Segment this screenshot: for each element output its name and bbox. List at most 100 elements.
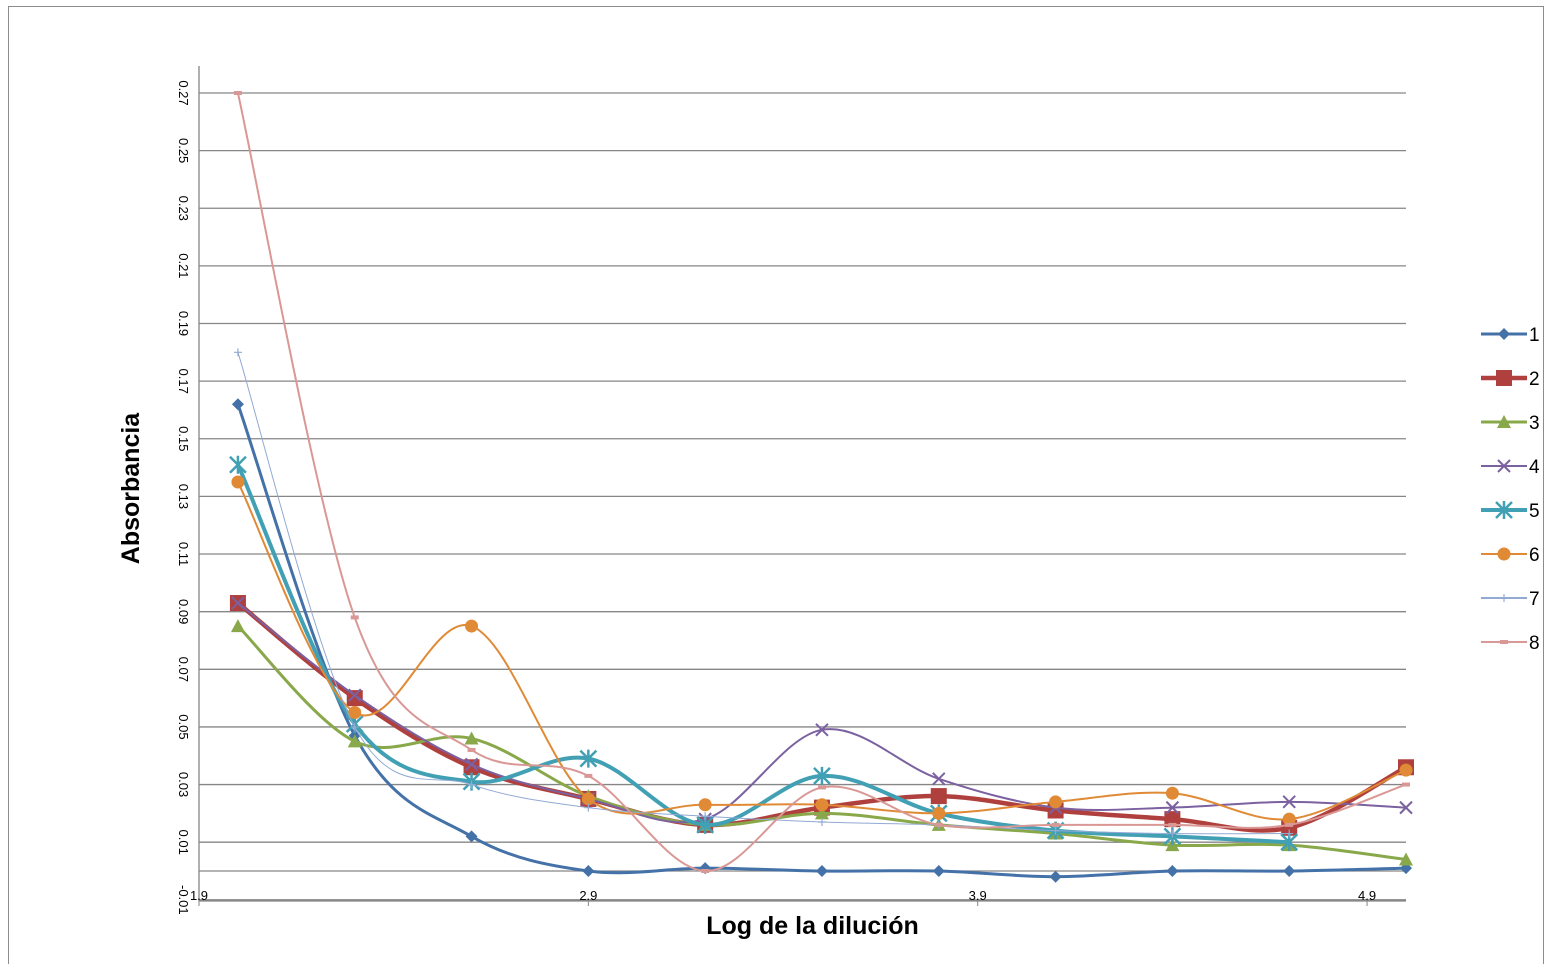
- legend-item-5: 5: [1481, 501, 1540, 522]
- data-point-4: [815, 723, 829, 737]
- x-tick-label: 3.9: [969, 888, 987, 903]
- y-tick-label: 0.19: [176, 311, 191, 336]
- legend-label: 2: [1529, 369, 1540, 390]
- data-point-6: [1282, 812, 1296, 826]
- series-line-2: [236, 601, 1408, 833]
- data-point-8: [1285, 822, 1294, 827]
- y-tick-label: 0.15: [176, 426, 191, 451]
- series-7: [233, 348, 1294, 838]
- series-5: [229, 455, 1299, 852]
- data-point-3: [230, 619, 245, 633]
- legend-label: 3: [1529, 413, 1540, 434]
- data-point-8: [701, 869, 710, 873]
- data-point-7: [1285, 829, 1294, 838]
- data-point-3: [814, 806, 829, 820]
- legend-marker: [1497, 547, 1511, 561]
- data-point-6: [231, 475, 245, 489]
- x-tick-label: 4.9: [1358, 888, 1376, 903]
- series-line-5: [236, 463, 1290, 845]
- data-point-6: [581, 792, 595, 806]
- x-tick-label: 1.9: [190, 888, 208, 903]
- data-point-7: [350, 722, 359, 731]
- data-point-5: [813, 766, 831, 785]
- data-point-1: [1283, 865, 1296, 877]
- series-line-6: [237, 481, 1407, 821]
- data-point-4: [464, 757, 479, 772]
- legend-item-6: 6: [1481, 545, 1540, 566]
- series-1: [231, 398, 1412, 883]
- data-point-4: [1282, 795, 1296, 809]
- y-axis-title: Absorbancia: [117, 412, 145, 565]
- y-tick-label: 0.17: [176, 368, 191, 393]
- data-point-6: [698, 798, 712, 812]
- data-point-1: [932, 865, 945, 877]
- data-point-1: [231, 398, 244, 411]
- data-point-4: [1399, 800, 1413, 815]
- series-6: [231, 475, 1413, 826]
- y-tick-label: -0.01: [176, 885, 191, 915]
- data-point-5: [229, 455, 247, 474]
- data-point-1: [1049, 870, 1062, 883]
- legend-item-4: 4: [1481, 457, 1540, 478]
- legend-item-3: 3: [1481, 413, 1540, 434]
- data-point-7: [1168, 829, 1177, 838]
- data-point-6: [348, 706, 362, 720]
- y-tick-label: 0.09: [176, 599, 191, 624]
- data-point-7: [817, 818, 826, 827]
- data-point-2: [930, 788, 947, 805]
- data-point-7: [584, 803, 593, 812]
- data-point-6: [1049, 795, 1063, 809]
- legend-label: 1: [1529, 325, 1540, 346]
- data-point-1: [465, 830, 478, 843]
- data-point-3: [347, 734, 362, 748]
- data-point-8: [934, 822, 943, 827]
- data-point-6: [815, 798, 829, 812]
- data-point-4: [348, 688, 362, 702]
- legend-marker: [1500, 640, 1508, 644]
- data-point-7: [233, 348, 242, 357]
- series-8: [233, 91, 1410, 873]
- legend-marker: [1495, 501, 1513, 519]
- legend-item-7: 7: [1481, 589, 1540, 610]
- data-point-8: [350, 615, 359, 620]
- data-point-8: [584, 773, 593, 778]
- legend-label: 8: [1529, 633, 1540, 654]
- legend-marker: [1497, 415, 1511, 428]
- y-tick-label: 0.03: [176, 772, 191, 797]
- legend-marker: [1498, 328, 1510, 340]
- data-point-8: [233, 91, 242, 95]
- axes: [198, 66, 1406, 906]
- data-point-7: [701, 812, 710, 821]
- data-point-1: [815, 865, 828, 877]
- y-tick-label: 0.13: [176, 484, 191, 509]
- data-point-8: [467, 747, 476, 752]
- legend-marker: [1500, 594, 1508, 602]
- data-point-1: [582, 865, 595, 877]
- data-point-7: [467, 780, 476, 789]
- legend-label: 4: [1529, 457, 1540, 478]
- y-tick-label: 0.21: [176, 253, 191, 278]
- legend-marker: [1496, 370, 1512, 386]
- data-point-4: [231, 596, 245, 610]
- legend-label: 5: [1529, 501, 1540, 522]
- data-point-7: [1051, 826, 1060, 835]
- series-lines: [229, 91, 1414, 883]
- y-tick-label: 0.05: [176, 714, 191, 739]
- legend-item-2: 2: [1481, 369, 1540, 390]
- x-axis-title: Log de la dilución: [706, 912, 919, 940]
- data-point-6: [1399, 763, 1413, 777]
- tick-labels: -0.01 0.01 0.03 0.05 0.07 0.09 0.11 0.13 0.15 0.1…: [176, 80, 1376, 914]
- series-line-8: [236, 92, 1407, 873]
- data-point-1: [1166, 865, 1179, 877]
- data-point-6: [465, 619, 479, 633]
- legend-label: 7: [1529, 589, 1540, 610]
- data-point-5: [579, 749, 598, 768]
- legend: 1 2 3 4 5 6 7 8: [1481, 325, 1540, 654]
- series-line-1: [236, 403, 1407, 879]
- y-tick-label: 0.27: [176, 80, 191, 105]
- data-point-4: [932, 772, 946, 786]
- legend-item-1: 1: [1481, 325, 1540, 346]
- y-tick-label: 0.01: [176, 830, 191, 855]
- data-point-6: [932, 806, 946, 820]
- y-tick-label: 0.07: [176, 657, 191, 682]
